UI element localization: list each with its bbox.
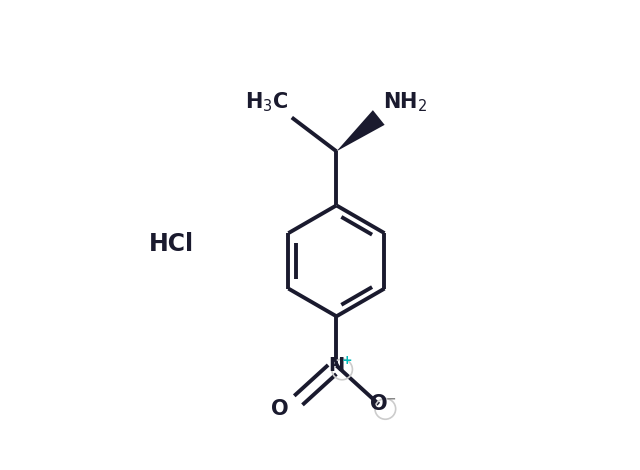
Text: −: − — [385, 392, 396, 405]
Text: +: + — [342, 354, 352, 368]
Text: H$_3$C: H$_3$C — [244, 90, 288, 114]
Text: N: N — [328, 356, 344, 375]
Text: O: O — [271, 399, 289, 419]
Text: HCl: HCl — [148, 232, 193, 257]
Text: O: O — [370, 394, 388, 414]
Polygon shape — [337, 110, 385, 151]
Text: NH$_2$: NH$_2$ — [383, 90, 427, 114]
